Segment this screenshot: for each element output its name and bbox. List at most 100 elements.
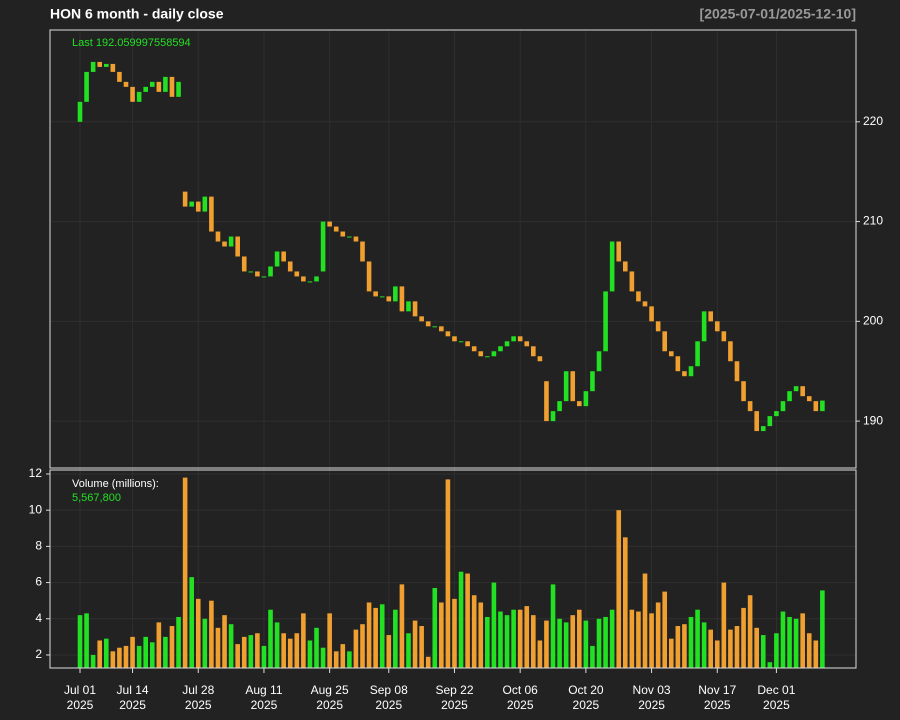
candle-body (760, 426, 766, 432)
candle-body (688, 366, 694, 377)
candle-body (182, 191, 188, 207)
volume-bar (642, 573, 648, 668)
candle-body (149, 81, 155, 87)
candle-body (103, 63, 109, 67)
candle-body (675, 356, 681, 372)
volume-bar (136, 645, 142, 668)
candle-body (734, 361, 740, 382)
y-tick-label: 190 (863, 413, 883, 427)
volume-bar (320, 647, 326, 668)
candle-body (458, 341, 464, 343)
volume-bar (386, 635, 392, 668)
volume-bar (485, 616, 490, 668)
volume-bar (169, 626, 175, 668)
candle-body (307, 281, 313, 283)
volume-bar (714, 640, 720, 668)
volume-bar (728, 629, 733, 668)
x-tick-year: 2025 (316, 698, 343, 712)
candle-body (531, 346, 536, 357)
marks (77, 61, 825, 668)
volume-bar (294, 633, 300, 668)
x-tick-label: Aug 25 (311, 683, 349, 697)
candle-body (741, 381, 746, 402)
volume-bar (432, 588, 438, 668)
candle-body (202, 196, 208, 212)
candle-body (590, 371, 595, 392)
volume-bar (314, 627, 319, 668)
volume-bar (570, 615, 576, 668)
candle-body (793, 386, 799, 392)
candle-body (452, 336, 457, 342)
candle-body (498, 346, 503, 352)
volume-bar (760, 635, 766, 668)
candle-body (524, 341, 530, 347)
candle-body (701, 311, 707, 342)
candle-body (596, 351, 602, 372)
volume-bar (202, 618, 208, 668)
volume-bar (255, 633, 260, 668)
volume-bar (77, 615, 83, 668)
volume-bar (347, 651, 352, 668)
x-tick-year: 2025 (67, 698, 94, 712)
candle-body (728, 341, 733, 362)
volume-bar (176, 616, 181, 668)
volume-bar (143, 636, 148, 668)
volume-bar (373, 607, 378, 668)
y-tick-label: 200 (863, 314, 883, 328)
candle-body (386, 296, 392, 302)
candle-body (347, 236, 352, 238)
volume-bar (557, 618, 562, 668)
volume-bar (103, 638, 109, 668)
volume-bar (478, 602, 484, 668)
candle-body (399, 286, 405, 312)
candle-body (248, 271, 254, 273)
volume-bar (84, 613, 89, 668)
y2-tick-label: 10 (29, 502, 43, 516)
volume-bar (544, 620, 549, 668)
y-tick-label: 220 (863, 114, 883, 128)
candle-body (622, 261, 628, 272)
volume-bar (274, 622, 280, 668)
candle-body (195, 201, 201, 212)
candle-body (360, 241, 365, 262)
candle-body (616, 241, 622, 262)
candle-body (668, 351, 674, 357)
volume-bar (498, 611, 503, 668)
candle-body (629, 271, 635, 292)
volume-bar (90, 654, 96, 668)
candle-body (425, 321, 431, 327)
candle-body (373, 291, 378, 297)
candle-body (577, 401, 582, 407)
volume-bar (577, 609, 582, 668)
candle-body (333, 226, 339, 232)
candle-body (84, 71, 89, 102)
candle-body (156, 81, 162, 92)
candle-body (379, 296, 385, 298)
candle-body (366, 261, 372, 292)
y2-tick-label: 8 (35, 539, 42, 553)
volume-bar (406, 633, 411, 668)
candle-body (511, 336, 516, 342)
volume-bar (393, 609, 398, 668)
x-tick-label: Jul 28 (182, 683, 214, 697)
x-tick-label: Nov 17 (698, 683, 736, 697)
candle-body (570, 371, 576, 402)
candle-body (662, 331, 668, 352)
candle-body (747, 401, 753, 412)
candle-body (393, 286, 398, 302)
volume-bar (327, 613, 332, 668)
x-tick-year: 2025 (573, 698, 600, 712)
volume-bar (563, 622, 569, 668)
candle-body (209, 196, 214, 232)
x-tick-year: 2025 (251, 698, 278, 712)
candle-body (215, 231, 221, 242)
volume-bar (721, 582, 727, 668)
candle-body (642, 301, 648, 307)
candle-body (228, 236, 234, 247)
x-tick-year: 2025 (763, 698, 790, 712)
volume-bar (504, 615, 510, 668)
candle-body (136, 91, 142, 102)
y2-tick-label: 12 (29, 466, 43, 480)
candle-body (445, 331, 451, 337)
